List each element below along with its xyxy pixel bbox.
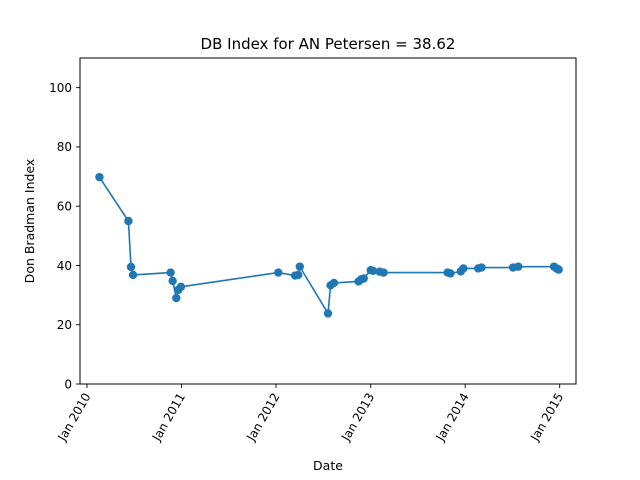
data-point <box>359 274 368 283</box>
data-point <box>323 309 333 318</box>
data-point <box>554 265 563 274</box>
y-tick-label: 40 <box>57 259 72 273</box>
y-tick-label: 100 <box>49 81 72 95</box>
data-point <box>379 268 388 277</box>
y-tick-label: 80 <box>57 140 72 154</box>
data-point <box>176 282 186 291</box>
data-point <box>128 270 138 280</box>
data-point <box>166 268 175 277</box>
data-point <box>459 264 468 273</box>
data-point <box>168 276 177 286</box>
data-point <box>172 293 181 303</box>
y-axis-label: Don Bradman Index <box>22 159 37 284</box>
data-point <box>274 268 283 277</box>
plot-area <box>95 172 563 318</box>
data-point <box>368 266 378 275</box>
data-point <box>126 262 136 272</box>
data-point <box>294 270 303 280</box>
data-point <box>329 278 339 288</box>
data-point <box>446 269 455 278</box>
data-point <box>295 262 304 271</box>
data-point <box>514 262 523 271</box>
y-tick-label: 20 <box>57 318 72 332</box>
data-point <box>477 263 486 272</box>
y-tick-label: 0 <box>64 377 72 391</box>
axes-frame <box>79 57 577 385</box>
x-axis-label: Date <box>313 458 343 473</box>
chart-title: DB Index for AN Petersen = 38.62 <box>201 35 456 53</box>
data-point <box>124 216 133 226</box>
data-point <box>95 172 104 182</box>
y-tick-label: 60 <box>57 199 72 213</box>
